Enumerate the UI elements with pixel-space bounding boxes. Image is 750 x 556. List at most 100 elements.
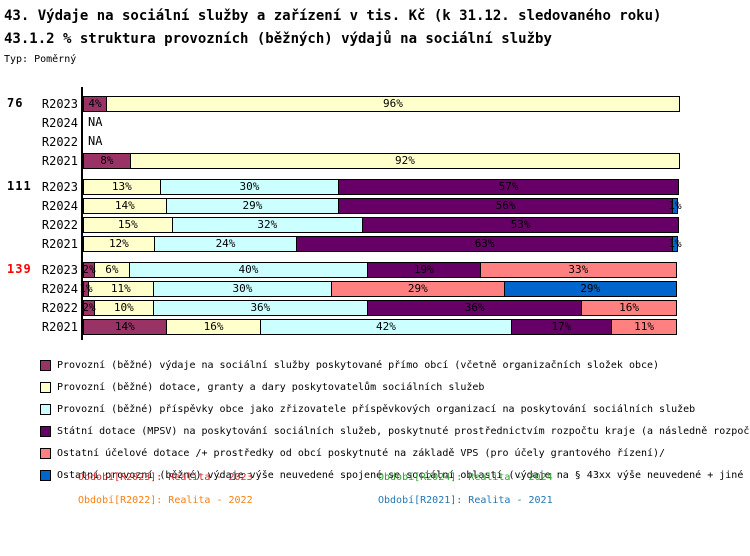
bar-group-76: 76 R2023 4% 96% R2024 NA R2022 NA R2021 8% 92% (0, 94, 750, 170)
legend: Provozní (běžné) výdaje na sociální služ… (40, 354, 750, 486)
segment-value-label: 1% (668, 199, 682, 212)
group-label: 139 (7, 262, 32, 276)
segment-value-label: 16% (619, 301, 640, 314)
page-subtitle: 43.1.2 % struktura provozních (běžných) … (4, 31, 552, 47)
bar-segment: 14% (83, 318, 167, 335)
bar-segment: 15% (83, 216, 173, 233)
bar-row: R2022 15% 32% 53% (0, 215, 750, 234)
bar-row: R2024 14% 29% 56% 1% (0, 196, 750, 215)
segment-value-label: 15% (117, 218, 138, 231)
segment-value-label: 11% (110, 282, 131, 295)
segment-value-label: 29% (580, 282, 601, 295)
segment-value-label: 96% (383, 97, 403, 110)
bar-row: R2021 12% 24% 63% 1% (0, 234, 750, 253)
legend-swatch (40, 403, 51, 415)
segment-value-label: 6% (105, 263, 119, 276)
segment-value-label: 36% (250, 301, 271, 314)
bar-track: NA (83, 115, 681, 131)
period-label: Období[R2023]: Realita - 2023 (78, 472, 253, 483)
bar-segment: 14% (83, 197, 167, 214)
row-label: R2022 (41, 300, 78, 315)
bar-segment: 57% (338, 178, 679, 195)
bar-track: 15% 32% 53% (83, 216, 681, 233)
bar-segment: 42% (260, 318, 512, 335)
segment-value-label: 29% (407, 282, 428, 295)
segment-value-label: 11% (634, 320, 655, 333)
row-label: R2021 (41, 236, 78, 251)
bar-track: 2% 10% 36% 36% 16% (82, 299, 681, 316)
bar-segment: 1% (668, 235, 682, 252)
na-label: NA (88, 133, 103, 148)
type-label: Typ: Poměrný (4, 54, 77, 65)
group-label: 111 (7, 179, 32, 193)
bar-segment: 24% (153, 235, 298, 252)
bar-segment: 33% (479, 261, 677, 278)
segment-value-label: 2% (82, 301, 96, 314)
bar-segment: 4% (83, 95, 107, 112)
page-title: 43. Výdaje na sociální služby a zařízení… (4, 8, 662, 24)
bar-segment: 1% (668, 197, 682, 214)
legend-item: Ostatní účelové dotace /+ prostředky od … (40, 442, 750, 464)
bar-track: 12% 24% 63% 1% (83, 235, 682, 252)
bar-segment: 40% (128, 261, 369, 278)
bar-segment: 53% (362, 216, 679, 233)
bar-segment: 17% (510, 318, 613, 335)
segment-value-label: 2% (82, 263, 96, 276)
bar-segment: 2% (82, 261, 96, 278)
legend-label: Ostatní účelové dotace /+ prostředky od … (57, 447, 666, 459)
bar-segment: 16% (581, 299, 677, 316)
bar-row: 76 R2023 4% 96% (0, 94, 750, 113)
row-label: R2023 (41, 262, 78, 277)
legend-item: Provozní (běžné) příspěvky obce jako zři… (40, 398, 750, 420)
segment-value-label: 42% (376, 320, 396, 333)
legend-item: Státní dotace (MPSV) na poskytování soci… (40, 420, 750, 442)
row-label: R2024 (41, 198, 78, 213)
chart: 76 R2023 4% 96% R2024 NA R2022 NA R2021 8% 92% 111 R… (0, 87, 750, 340)
segment-value-label: 63% (474, 237, 495, 250)
segment-value-label: 40% (238, 263, 259, 276)
bar-track: 4% 96% (83, 95, 681, 112)
bar-track: 13% 30% 57% (83, 178, 681, 195)
legend-swatch (40, 381, 51, 393)
segment-value-label: 92% (394, 154, 415, 167)
bar-track: 2% 6% 40% 19% 33% (82, 261, 681, 278)
bar-segment: 16% (165, 318, 262, 335)
bar-segment: 11% (87, 280, 154, 297)
bar-segment: 29% (503, 280, 677, 297)
segment-value-label: 17% (551, 320, 572, 333)
legend-item: Provozní (běžné) dotace, granty a dary p… (40, 376, 750, 398)
bar-row: R2022 2% 10% 36% 36% 16% (0, 298, 750, 317)
bar-track: 1% 11% 30% 29% 29% (79, 280, 681, 297)
bar-segment: 10% (93, 299, 154, 316)
legend-swatch (40, 425, 51, 437)
bar-segment: 96% (105, 95, 680, 112)
segment-value-label: 4% (88, 97, 102, 110)
legend-swatch (40, 447, 51, 459)
bar-row: 139 R2023 2% 6% 40% 19% 33% (0, 260, 750, 279)
bar-segment: 13% (83, 178, 161, 195)
bar-segment: 19% (367, 261, 481, 278)
segment-value-label: 16% (203, 320, 224, 333)
bar-row: R2021 8% 92% (0, 151, 750, 170)
segment-value-label: 24% (215, 237, 236, 250)
chart-header: 43. Výdaje na sociální služby a zařízení… (0, 0, 750, 66)
segment-value-label: 14% (114, 320, 135, 333)
bar-track: 14% 16% 42% 17% 11% (83, 318, 681, 335)
segment-value-label: 1% (79, 282, 93, 295)
legend-label: Provozní (běžné) výdaje na sociální služ… (57, 359, 660, 371)
bar-segment: 6% (93, 261, 130, 278)
segment-value-label: 19% (413, 263, 434, 276)
bar-segment: 29% (165, 197, 340, 214)
segment-value-label: 33% (568, 263, 589, 276)
segment-value-label: 8% (100, 154, 114, 167)
bar-segment: 56% (338, 197, 673, 214)
row-label: R2021 (41, 153, 78, 168)
bar-group-139: 139 R2023 2% 6% 40% 19% 33% R2024 1% 11% 30% 29% 29%… (0, 260, 750, 336)
bar-group-111: 111 R2023 13% 30% 57% R2024 14% 29% 56% 1% R2022 15… (0, 177, 750, 253)
bar-segment: 2% (82, 299, 96, 316)
bar-segment: 36% (367, 299, 583, 316)
bar-segment: 36% (152, 299, 369, 316)
period-label: Období[R2021]: Realita - 2021 (378, 495, 553, 506)
segment-value-label: 53% (510, 218, 531, 231)
segment-value-label: 36% (464, 301, 485, 314)
